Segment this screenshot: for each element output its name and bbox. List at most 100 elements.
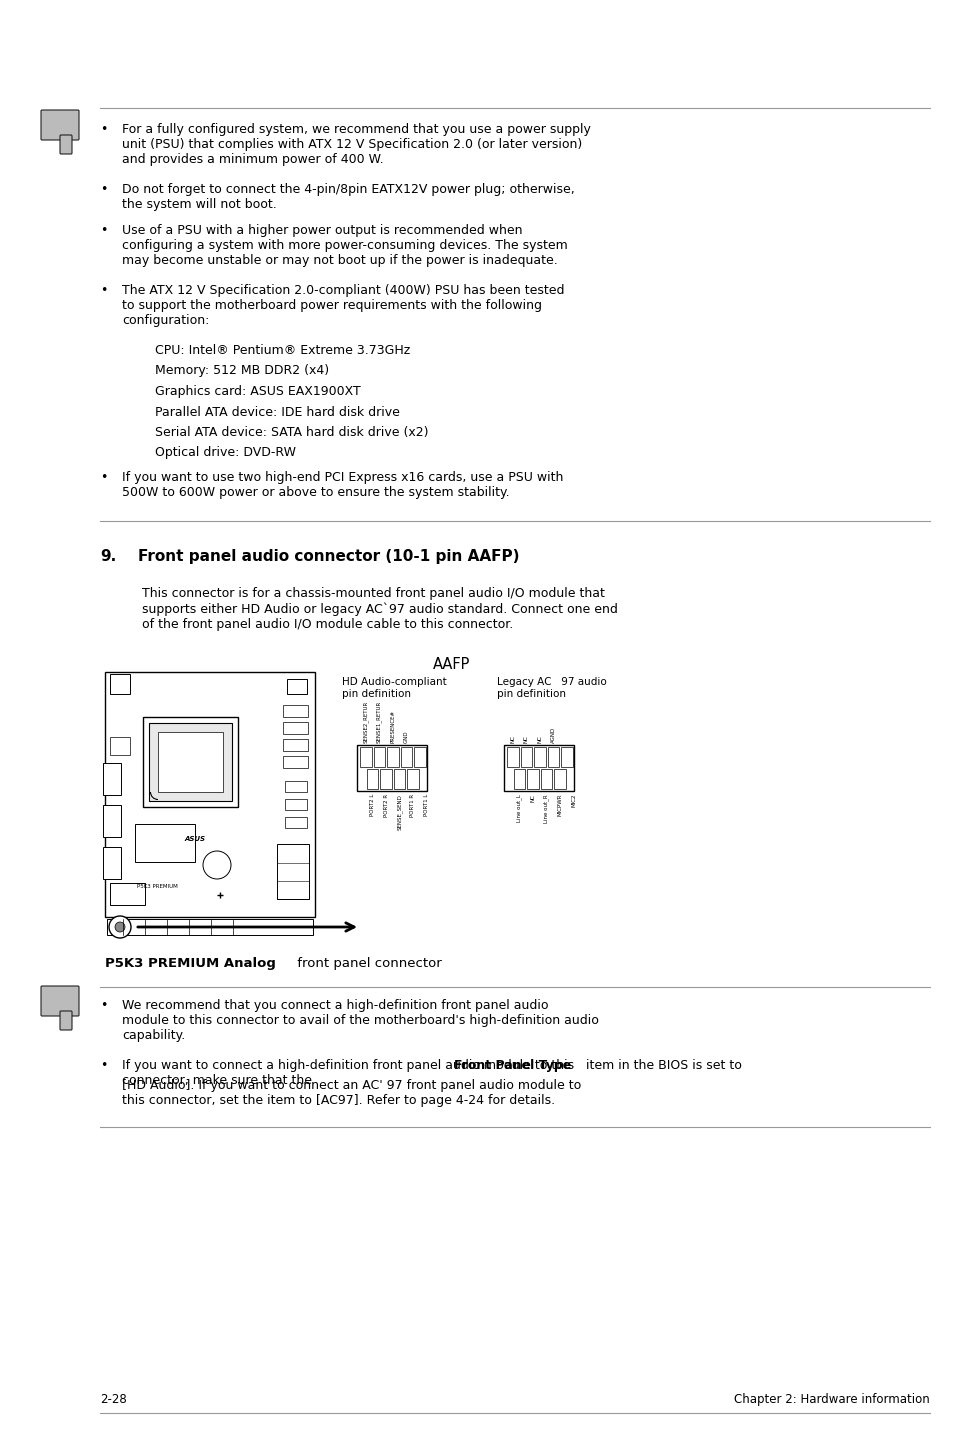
Bar bbox=[506, 746, 518, 766]
Bar bbox=[394, 769, 405, 789]
Text: PORT2 R: PORT2 R bbox=[383, 794, 388, 817]
Bar bbox=[503, 745, 573, 791]
Text: Front panel audio connector (10-1 pin AAFP): Front panel audio connector (10-1 pin AA… bbox=[138, 549, 519, 564]
Bar bbox=[110, 674, 130, 695]
Bar bbox=[283, 722, 308, 733]
Text: ASUS: ASUS bbox=[184, 835, 205, 843]
FancyBboxPatch shape bbox=[41, 109, 79, 139]
Bar bbox=[387, 746, 398, 766]
Text: 9.: 9. bbox=[100, 549, 116, 564]
Bar bbox=[283, 739, 308, 751]
Text: Do not forget to connect the 4-pin/8pin EATX12V power plug; otherwise,
the syste: Do not forget to connect the 4-pin/8pin … bbox=[122, 183, 574, 211]
Bar bbox=[540, 769, 552, 789]
Text: SENSE1_RETUR: SENSE1_RETUR bbox=[376, 700, 382, 743]
Bar bbox=[110, 738, 130, 755]
Bar bbox=[554, 769, 565, 789]
Circle shape bbox=[203, 851, 231, 879]
Bar bbox=[400, 746, 412, 766]
Text: NC: NC bbox=[510, 735, 515, 743]
Text: NC: NC bbox=[537, 735, 541, 743]
Bar bbox=[520, 746, 532, 766]
Text: •: • bbox=[100, 999, 108, 1012]
Text: Line out_R: Line out_R bbox=[543, 794, 549, 823]
Text: Line out_L: Line out_L bbox=[517, 794, 522, 823]
Text: PORT1 R: PORT1 R bbox=[410, 794, 416, 817]
Bar bbox=[107, 919, 313, 935]
Bar bbox=[285, 817, 307, 828]
Bar bbox=[276, 844, 309, 899]
Bar bbox=[103, 805, 121, 837]
Bar bbox=[380, 769, 392, 789]
Text: •: • bbox=[100, 183, 108, 196]
Bar bbox=[103, 847, 121, 879]
Bar bbox=[560, 746, 572, 766]
Text: Front Panel Type: Front Panel Type bbox=[454, 1058, 571, 1071]
Text: PORT2 L: PORT2 L bbox=[370, 794, 375, 817]
FancyBboxPatch shape bbox=[60, 135, 71, 154]
Bar bbox=[356, 745, 426, 791]
FancyBboxPatch shape bbox=[60, 1011, 71, 1030]
Bar bbox=[374, 746, 385, 766]
Text: Optical drive: DVD-RW: Optical drive: DVD-RW bbox=[154, 447, 295, 460]
Text: GND: GND bbox=[403, 731, 408, 743]
Circle shape bbox=[115, 922, 125, 932]
Bar bbox=[135, 824, 194, 861]
Bar bbox=[527, 769, 538, 789]
Text: •: • bbox=[100, 124, 108, 137]
Text: This connector is for a chassis-mounted front panel audio I/O module that
suppor: This connector is for a chassis-mounted … bbox=[142, 587, 618, 631]
Text: Serial ATA device: SATA hard disk drive (x2): Serial ATA device: SATA hard disk drive … bbox=[154, 426, 428, 439]
Bar bbox=[359, 746, 371, 766]
Text: Chapter 2: Hardware information: Chapter 2: Hardware information bbox=[734, 1393, 929, 1406]
Text: PRESENCE#: PRESENCE# bbox=[390, 710, 395, 743]
Bar bbox=[105, 672, 314, 917]
Text: AAFP: AAFP bbox=[433, 657, 470, 672]
Text: P5K3 PREMIUM Analog: P5K3 PREMIUM Analog bbox=[105, 958, 275, 971]
Text: We recommend that you connect a high-definition front panel audio
module to this: We recommend that you connect a high-def… bbox=[122, 999, 598, 1043]
Text: P5K3 PREMIUM: P5K3 PREMIUM bbox=[136, 884, 177, 890]
FancyBboxPatch shape bbox=[41, 986, 79, 1017]
Text: NC: NC bbox=[523, 735, 528, 743]
Bar bbox=[414, 746, 425, 766]
Text: NC: NC bbox=[530, 794, 535, 802]
Text: SENSE2_RETUR: SENSE2_RETUR bbox=[362, 700, 368, 743]
Text: Legacy AC   97 audio
pin definition: Legacy AC 97 audio pin definition bbox=[497, 677, 606, 699]
Text: If you want to use two high-end PCI Express x16 cards, use a PSU with
500W to 60: If you want to use two high-end PCI Expr… bbox=[122, 472, 563, 499]
Bar bbox=[110, 883, 145, 905]
Bar bbox=[143, 718, 237, 807]
Text: AGND: AGND bbox=[550, 726, 556, 743]
Bar bbox=[514, 769, 525, 789]
Bar bbox=[287, 679, 307, 695]
Bar bbox=[283, 756, 308, 768]
Bar bbox=[547, 746, 558, 766]
Text: •: • bbox=[100, 224, 108, 237]
Bar bbox=[103, 764, 121, 795]
Bar bbox=[149, 723, 232, 801]
Text: MICPWR: MICPWR bbox=[557, 794, 562, 817]
Text: For a fully configured system, we recommend that you use a power supply
unit (PS: For a fully configured system, we recomm… bbox=[122, 124, 590, 165]
Text: HD Audio-compliant
pin definition: HD Audio-compliant pin definition bbox=[341, 677, 446, 699]
Text: item in the BIOS is set to: item in the BIOS is set to bbox=[581, 1058, 741, 1071]
Text: •: • bbox=[100, 1058, 108, 1071]
Text: PORT1 L: PORT1 L bbox=[423, 794, 429, 817]
Bar bbox=[285, 800, 307, 810]
Text: [HD Audio]. If you want to connect an AC' 97 front panel audio module to
this co: [HD Audio]. If you want to connect an AC… bbox=[122, 1078, 580, 1107]
Text: •: • bbox=[100, 472, 108, 485]
Text: The ATX 12 V Specification 2.0-compliant (400W) PSU has been tested
to support t: The ATX 12 V Specification 2.0-compliant… bbox=[122, 283, 564, 326]
Text: Parallel ATA device: IDE hard disk drive: Parallel ATA device: IDE hard disk drive bbox=[154, 406, 399, 418]
Bar bbox=[366, 769, 377, 789]
Text: SENSE_SEND: SENSE_SEND bbox=[396, 794, 402, 830]
Text: 2-28: 2-28 bbox=[100, 1393, 127, 1406]
Text: •: • bbox=[100, 283, 108, 298]
Text: Graphics card: ASUS EAX1900XT: Graphics card: ASUS EAX1900XT bbox=[154, 385, 360, 398]
Text: MIC2: MIC2 bbox=[571, 794, 576, 808]
Text: Memory: 512 MB DDR2 (x4): Memory: 512 MB DDR2 (x4) bbox=[154, 364, 329, 378]
Text: Use of a PSU with a higher power output is recommended when
configuring a system: Use of a PSU with a higher power output … bbox=[122, 224, 567, 267]
Text: CPU: Intel® Pentium® Extreme 3.73GHz: CPU: Intel® Pentium® Extreme 3.73GHz bbox=[154, 344, 410, 357]
Text: If you want to connect a high-definition front panel audio module to this
connec: If you want to connect a high-definition… bbox=[122, 1058, 574, 1087]
Bar bbox=[283, 705, 308, 718]
Text: front panel connector: front panel connector bbox=[293, 958, 441, 971]
Bar bbox=[158, 732, 223, 792]
Bar bbox=[285, 781, 307, 792]
Bar bbox=[407, 769, 418, 789]
Bar bbox=[534, 746, 545, 766]
